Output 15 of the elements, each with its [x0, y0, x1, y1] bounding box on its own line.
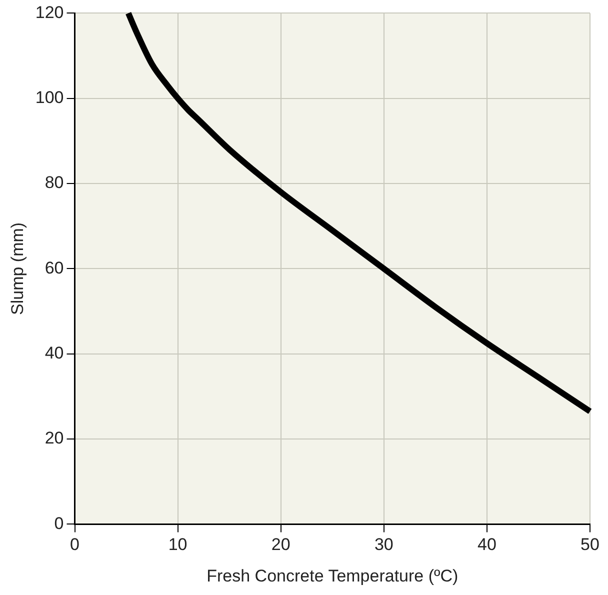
y-tick-label: 40 — [44, 344, 64, 363]
x-tick-label: 20 — [271, 535, 290, 554]
y-tick-label: 80 — [44, 173, 64, 192]
y-tick-label: 120 — [35, 2, 64, 22]
x-tick-label: 10 — [168, 535, 188, 554]
x-tick-label: 0 — [70, 535, 80, 554]
y-tick-label: 20 — [44, 428, 64, 448]
x-tick-label: 30 — [374, 535, 394, 554]
y-tick-label: 100 — [35, 88, 64, 108]
y-tick-label: 0 — [54, 514, 64, 533]
x-axis-title: Fresh Concrete Temperature (ºC) — [206, 566, 458, 586]
y-axis-title: Slump (mm) — [8, 222, 27, 315]
x-tick-label: 40 — [477, 535, 496, 554]
x-tick-label: 50 — [580, 535, 600, 554]
y-tick-label: 60 — [44, 258, 64, 278]
